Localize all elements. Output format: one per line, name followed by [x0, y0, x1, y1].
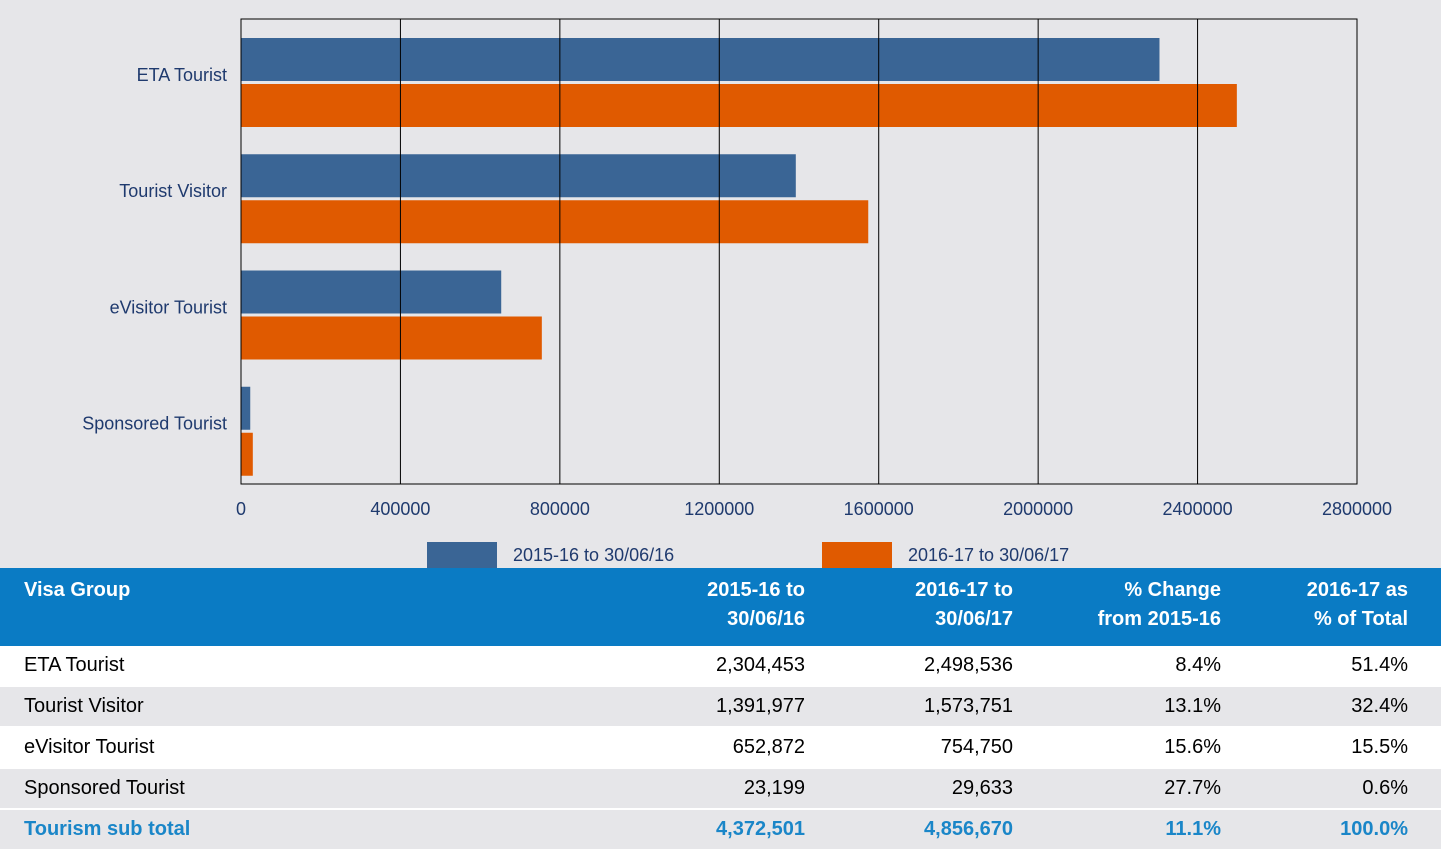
header-cell: % Change — [1124, 579, 1221, 601]
y-tick-label: Sponsored Tourist — [82, 414, 227, 434]
table-cell: 51.4% — [1351, 654, 1408, 676]
bar — [241, 316, 542, 360]
table-cell: 1,391,977 — [716, 695, 805, 717]
table-cell: 23,199 — [743, 777, 805, 799]
header-cell: 30/06/17 — [935, 608, 1013, 630]
table-row: ETA Tourist 2,304,453 2,498,536 8.4% 51.4% — [0, 646, 1441, 685]
header-cell: Visa Group — [24, 579, 131, 601]
table-cell: 4,856,670 — [924, 818, 1013, 840]
data-table: Visa Group 2015-16 to 30/06/16 2016-17 to 30… — [0, 568, 1441, 851]
table-cell: 1,573,751 — [924, 695, 1013, 717]
legend-swatch — [822, 542, 892, 570]
x-tick-label: 2800000 — [1322, 499, 1392, 519]
table-cell: eVisitor Tourist — [24, 736, 155, 758]
table-cell: 27.7% — [1164, 777, 1221, 799]
table-row: Tourist Visitor 1,391,977 1,573,751 13.1% 32… — [0, 687, 1441, 726]
header-cell: 2015-16 to — [707, 579, 805, 601]
x-tick-label: 800000 — [530, 499, 590, 519]
table-cell: 754,750 — [940, 736, 1013, 758]
x-tick-label: 1200000 — [684, 499, 754, 519]
table-cell: 0.6% — [1362, 777, 1408, 799]
legend-label: 2016-17 to 30/06/17 — [908, 545, 1069, 565]
table-cell: 4,372,501 — [716, 818, 805, 840]
table-cell: 29,633 — [951, 777, 1013, 799]
table-cell: 32.4% — [1351, 695, 1408, 717]
chart: ETA Tourist Tourist Visitor eVisitor Touri… — [0, 0, 1441, 570]
x-tick-label: 2000000 — [1003, 499, 1073, 519]
table-row: eVisitor Tourist 652,872 754,750 15.6% 15.5% — [0, 728, 1441, 767]
total-row: Tourism sub total 4,372,501 4,856,670 11.1%… — [0, 810, 1441, 849]
table-cell: Tourism sub total — [24, 818, 191, 840]
bar — [241, 270, 502, 314]
table-cell: 15.5% — [1351, 736, 1408, 758]
y-tick-label: Tourist Visitor — [119, 181, 227, 201]
table-cell: ETA Tourist — [24, 654, 125, 676]
bar — [241, 84, 1237, 127]
header-cell: % of Total — [1313, 608, 1408, 630]
plot-border — [240, 18, 1358, 485]
header-cell: 2016-17 to — [915, 579, 1013, 601]
x-tick-label: 0 — [236, 499, 246, 519]
table-header: Visa Group 2015-16 to 30/06/16 2016-17 to 30… — [0, 568, 1441, 646]
bar — [241, 386, 251, 430]
table-cell: Tourist Visitor — [24, 695, 144, 717]
bar — [241, 38, 1160, 81]
bar — [241, 200, 869, 244]
table-cell: 2,498,536 — [924, 654, 1013, 676]
table-cell: Sponsored Tourist — [24, 777, 185, 799]
legend-label: 2015-16 to 30/06/16 — [513, 545, 674, 565]
x-tick-label: 1600000 — [844, 499, 914, 519]
table-cell: 13.1% — [1164, 695, 1221, 717]
table-cell: 15.6% — [1164, 736, 1221, 758]
table-cell: 652,872 — [732, 736, 805, 758]
bar — [241, 154, 796, 198]
table-cell: 100.0% — [1340, 818, 1408, 840]
header-cell: 2016-17 as — [1306, 579, 1408, 601]
x-tick-label: 400000 — [370, 499, 430, 519]
table-cell: 11.1% — [1165, 818, 1221, 840]
y-tick-label: eVisitor Tourist — [110, 297, 227, 317]
header-cell: from 2015-16 — [1097, 608, 1221, 630]
table-row: Sponsored Tourist 23,199 29,633 27.7% 0.6% — [0, 769, 1441, 808]
table-cell: 8.4% — [1175, 654, 1221, 676]
y-tick-label: ETA Tourist — [137, 65, 227, 85]
table-cell: 2,304,453 — [716, 654, 805, 676]
bar — [241, 432, 253, 476]
header-cell: 30/06/16 — [727, 608, 805, 630]
x-tick-label: 2400000 — [1163, 499, 1233, 519]
legend-swatch — [427, 542, 497, 570]
